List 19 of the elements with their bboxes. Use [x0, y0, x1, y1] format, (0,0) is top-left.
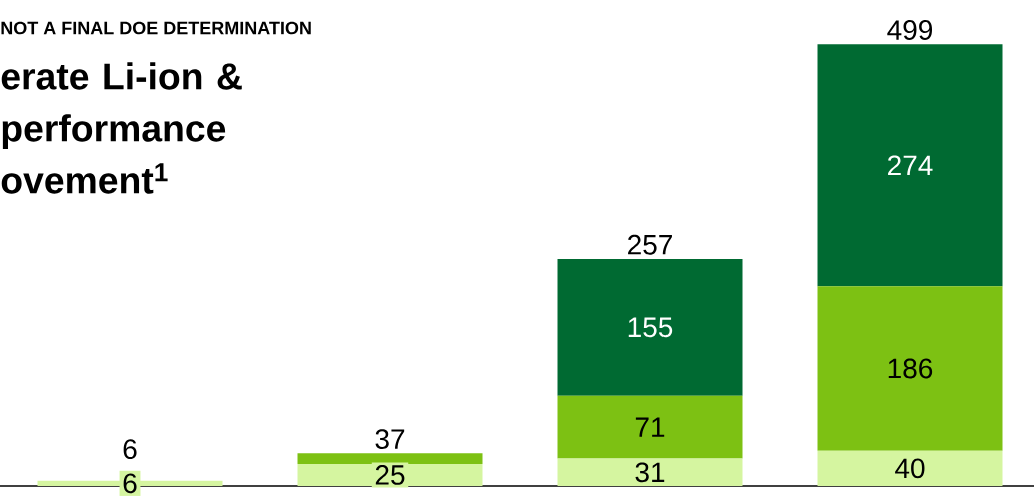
total-label: 6 — [123, 439, 137, 460]
data-label: 6 — [123, 473, 137, 494]
data-label: 25 — [375, 465, 405, 485]
total-label: 499 — [887, 20, 933, 40]
data-label: 40 — [895, 458, 925, 479]
data-label: 71 — [635, 417, 665, 437]
data-label: 274 — [888, 155, 933, 176]
text: erate Li-ion & performance ovement$^{1}$ — [1, 62, 242, 194]
data-label: 155 — [628, 317, 673, 338]
total-label: 257 — [628, 234, 672, 255]
bar — [297, 453, 483, 464]
bar — [557, 258, 743, 396]
data-label: 186 — [888, 358, 933, 379]
data-label: 31 — [635, 462, 665, 483]
bar — [557, 395, 743, 459]
total-label: 37 — [375, 429, 405, 450]
chart-subtitle: NOT A FINAL DOE DETERMINATION — [1, 21, 311, 35]
bar — [817, 286, 1003, 451]
bar — [817, 44, 1003, 287]
